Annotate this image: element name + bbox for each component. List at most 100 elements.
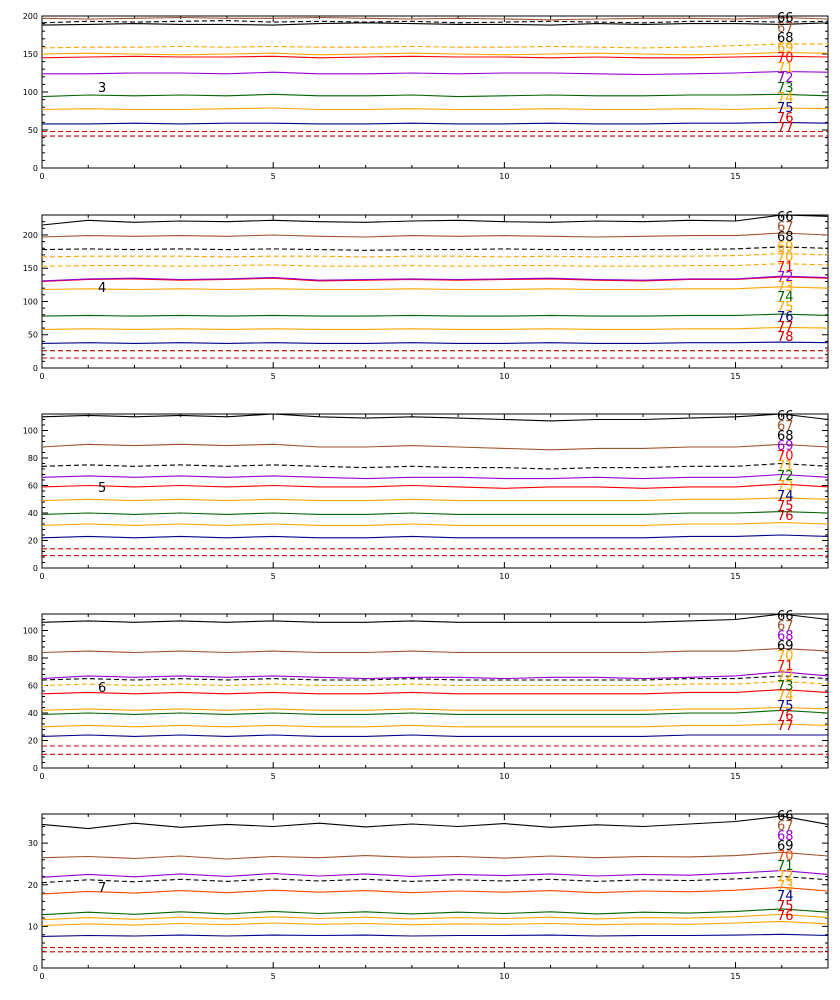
legend-label-75: 75 <box>777 300 794 315</box>
x-tick-label: 0 <box>39 772 44 781</box>
series-line-71 <box>41 689 829 695</box>
series-line-70 <box>41 680 829 687</box>
legend-label-68: 68 <box>777 629 794 644</box>
panel-label: 3 <box>98 81 106 96</box>
legend-label-76: 76 <box>777 709 794 724</box>
legend-label-69: 69 <box>777 439 794 454</box>
y-tick-label: 150 <box>23 50 38 59</box>
x-tick-label: 15 <box>730 372 740 381</box>
x-tick-label: 5 <box>271 572 276 581</box>
legend-label-73: 73 <box>777 280 794 295</box>
legend-label-69: 69 <box>777 41 794 56</box>
panel-5: 0 5 10 15 0 20 40 60 80 100 6667686970717273747576… <box>23 409 829 581</box>
y-tick-label: 100 <box>23 427 38 436</box>
series-line-72 <box>41 275 829 282</box>
y-tick-label: 40 <box>28 509 38 518</box>
legend-label-71: 71 <box>777 459 794 474</box>
y-tick-label: 10 <box>28 922 38 931</box>
y-tick-label: 100 <box>23 88 38 97</box>
plot-frame <box>41 613 829 769</box>
series-line-72 <box>42 70 829 76</box>
x-tick-label: 0 <box>39 972 44 981</box>
series-line-71 <box>41 276 829 283</box>
y-tick-label: 100 <box>23 297 38 306</box>
series-line-74 <box>41 313 829 317</box>
legend-label-68: 68 <box>777 230 794 245</box>
legend-label-74: 74 <box>777 91 794 106</box>
series-line-72 <box>41 706 829 711</box>
series-line-73 <box>41 709 829 715</box>
series-line-69 <box>41 253 829 258</box>
x-tick-label: 0 <box>39 372 44 381</box>
series-line-67 <box>41 443 829 451</box>
x-tick-label: 5 <box>271 772 276 781</box>
x-tick-label: 15 <box>730 172 740 181</box>
series-line-66 <box>41 22 829 26</box>
legend-label-76: 76 <box>777 310 794 325</box>
series-line-67 <box>41 232 829 238</box>
series-line-70 <box>41 263 829 267</box>
legend-label-73: 73 <box>777 81 794 96</box>
legend-label-68: 68 <box>777 829 794 844</box>
y-tick-label: 30 <box>28 839 38 848</box>
legend-label-74: 74 <box>777 689 794 704</box>
y-tick-label: 0 <box>33 164 38 173</box>
legend-label-68: 68 <box>777 31 794 46</box>
legend-label-76: 76 <box>777 909 794 924</box>
legend-label-77: 77 <box>777 719 794 734</box>
panel-label: 7 <box>98 881 106 896</box>
series-line-73 <box>41 286 829 291</box>
legend-label-74: 74 <box>777 889 794 904</box>
legend-label-75: 75 <box>777 699 794 714</box>
series-line-70 <box>41 55 829 59</box>
series-line-68 <box>41 20 829 24</box>
panel-4: 0 5 10 150501001502006667686970717273747576… <box>23 210 829 381</box>
series-line-76 <box>41 341 829 344</box>
y-tick-label: 0 <box>33 764 38 773</box>
series-line-69 <box>41 43 828 49</box>
series-line-66 <box>41 413 829 422</box>
series-line-74 <box>41 107 829 111</box>
series-line-73 <box>41 93 829 98</box>
y-tick-label: 50 <box>28 331 38 340</box>
series-line-73 <box>41 522 829 526</box>
legend-label-71: 71 <box>777 260 794 275</box>
plot-frame <box>41 15 829 169</box>
x-tick-label: 10 <box>499 172 509 181</box>
y-tick-label: 20 <box>28 737 38 746</box>
legend-label-67: 67 <box>777 619 794 634</box>
legend-label-74: 74 <box>777 290 794 305</box>
panel-6: 0 5 10 15 0 20 40 60 80 100 6667686970717273747576… <box>23 609 829 781</box>
y-tick-label: 80 <box>28 454 38 463</box>
series-line-69 <box>41 675 829 681</box>
plot-frame <box>41 214 829 369</box>
legend-label-69: 69 <box>777 639 794 654</box>
x-tick-label: 10 <box>499 572 509 581</box>
y-tick-label: 20 <box>28 537 38 546</box>
plot-frame <box>41 413 829 569</box>
y-tick-label: 0 <box>33 564 38 573</box>
x-tick-label: 5 <box>271 372 276 381</box>
legend-label-73: 73 <box>777 879 794 894</box>
x-tick-label: 15 <box>730 772 740 781</box>
y-tick-label: 150 <box>23 264 38 273</box>
legend-label-77: 77 <box>777 121 794 136</box>
series-line-66 <box>41 613 829 623</box>
legend-label-76: 76 <box>777 509 794 524</box>
y-tick-label: 20 <box>28 881 38 890</box>
series-line-68 <box>41 246 829 251</box>
series-line-74 <box>41 723 829 728</box>
panel-label: 4 <box>98 281 106 296</box>
y-tick-label: 0 <box>33 364 38 373</box>
legend-label-67: 67 <box>777 419 794 434</box>
legend-label-66: 66 <box>777 210 794 225</box>
legend-label-77: 77 <box>777 320 794 335</box>
legend-label-72: 72 <box>777 71 794 86</box>
x-tick-label: 15 <box>730 572 740 581</box>
y-tick-label: 40 <box>28 709 38 718</box>
legend-label-73: 73 <box>777 679 794 694</box>
legend-label-69: 69 <box>777 240 794 255</box>
x-tick-label: 15 <box>730 972 740 981</box>
x-tick-label: 5 <box>271 172 276 181</box>
legend-label-71: 71 <box>777 659 794 674</box>
